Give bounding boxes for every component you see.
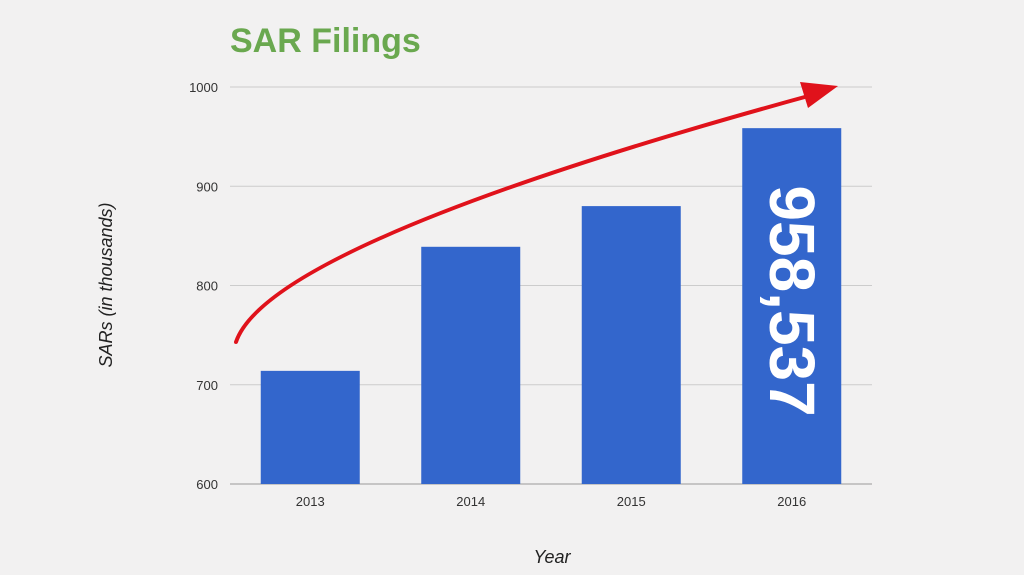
x-tick-label: 2014	[456, 494, 485, 509]
bar-2016	[742, 128, 842, 484]
x-tick-label: 2013	[296, 494, 325, 509]
y-tick-labels: 600 700 800 900 1000	[189, 80, 218, 492]
y-tick-label: 800	[196, 279, 218, 294]
bar-2014	[421, 246, 521, 484]
y-tick-label: 900	[196, 179, 218, 194]
bar-2013	[260, 370, 360, 484]
x-tick-label: 2015	[617, 494, 646, 509]
x-axis-title: Year	[533, 547, 571, 567]
x-tick-labels: 2013 2014 2015 2016	[296, 494, 806, 509]
chart-title: SAR Filings	[230, 22, 421, 60]
bar-value-label: 958,537	[756, 185, 828, 416]
trend-arrow	[234, 82, 838, 344]
y-tick-label: 1000	[189, 80, 218, 95]
bar-2015	[581, 206, 681, 484]
trend-arrow-line	[234, 93, 814, 344]
y-axis-title: SARs (in thousands)	[96, 202, 116, 367]
data-labels: 958,537	[756, 185, 828, 416]
y-tick-label: 700	[196, 378, 218, 393]
y-tick-label: 600	[196, 477, 218, 492]
x-tick-label: 2016	[777, 494, 806, 509]
trend-arrowhead	[800, 82, 838, 108]
bars	[260, 128, 842, 484]
